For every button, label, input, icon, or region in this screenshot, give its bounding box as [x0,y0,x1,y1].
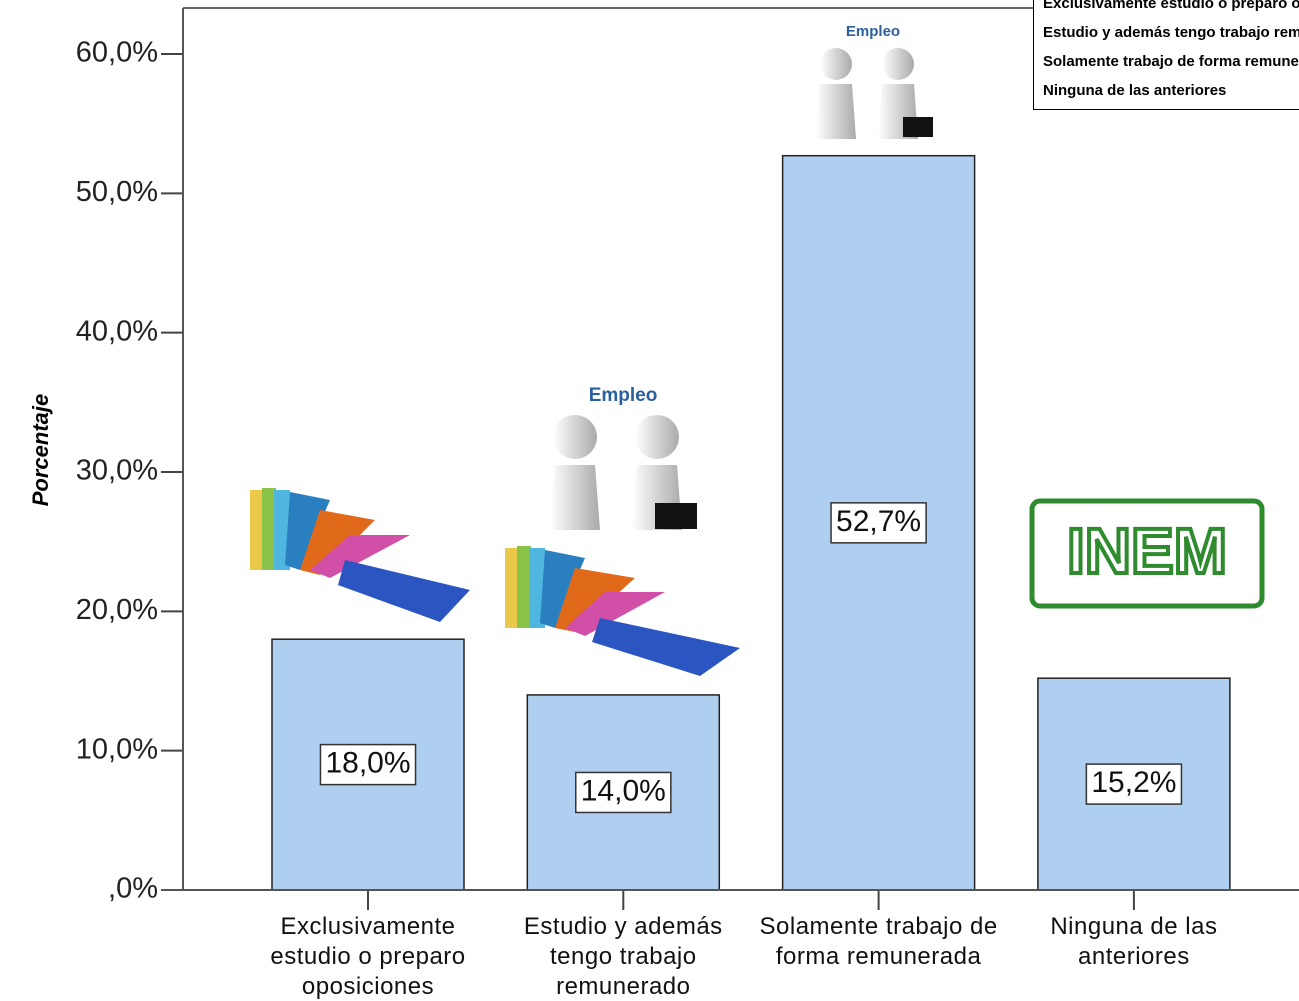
value-label-text: 18,0% [325,747,410,780]
books-1 [250,488,470,622]
legend-entry: Exclusivamente estudio o preparo oposici… [1043,0,1299,12]
y-tick-label: 60,0% [76,37,158,69]
value-label: 52,7% [830,502,927,544]
value-label-text: 14,0% [581,774,666,807]
legend: Exclusivamente estudio o preparo oposici… [1033,0,1299,110]
annotation: Empleo [589,385,658,406]
legend-entry: Estudio y además tengo trabajo remunerad… [1043,24,1299,41]
y-tick-label: 10,0% [76,733,158,765]
inem-logo: INEM [1029,498,1265,609]
y-tick-label: 20,0% [76,594,158,626]
x-tick-label: Ninguna de las anteriores [1050,913,1218,970]
value-label-text: 15,2% [1091,766,1176,799]
handshake-1: Empleo [550,385,697,530]
x-tick-label: Solamente trabajo de forma remunerada [759,913,998,970]
value-label: 18,0% [319,743,417,786]
x-tick-label: Estudio y además tengo trabajo remunerad… [523,913,723,1000]
legend-entry: Ninguna de las anteriores [1043,82,1227,99]
value-label-box [319,743,417,786]
value-label-box [1085,763,1183,805]
books-2 [505,546,740,676]
y-tick-label: 40,0% [76,315,158,347]
value-label: 14,0% [575,771,672,814]
handshake-2: Empleo [816,23,933,139]
value-label-text: 52,7% [836,505,921,538]
y-axis-label: Porcentaje [28,394,53,507]
y-tick-label: ,0% [108,873,158,905]
value-label-box [575,771,672,814]
value-label-box [830,502,927,544]
y-tick-label: 30,0% [76,455,158,487]
annotation: INEM [1067,515,1227,587]
x-tick-label: Exclusivamente estudio o preparo oposici… [270,913,466,1000]
legend-entry: Solamente trabajo de forma remunerada [1043,53,1299,70]
y-tick-label: 50,0% [76,176,158,208]
value-label: 15,2% [1085,763,1183,805]
annotation: Empleo [846,23,900,40]
